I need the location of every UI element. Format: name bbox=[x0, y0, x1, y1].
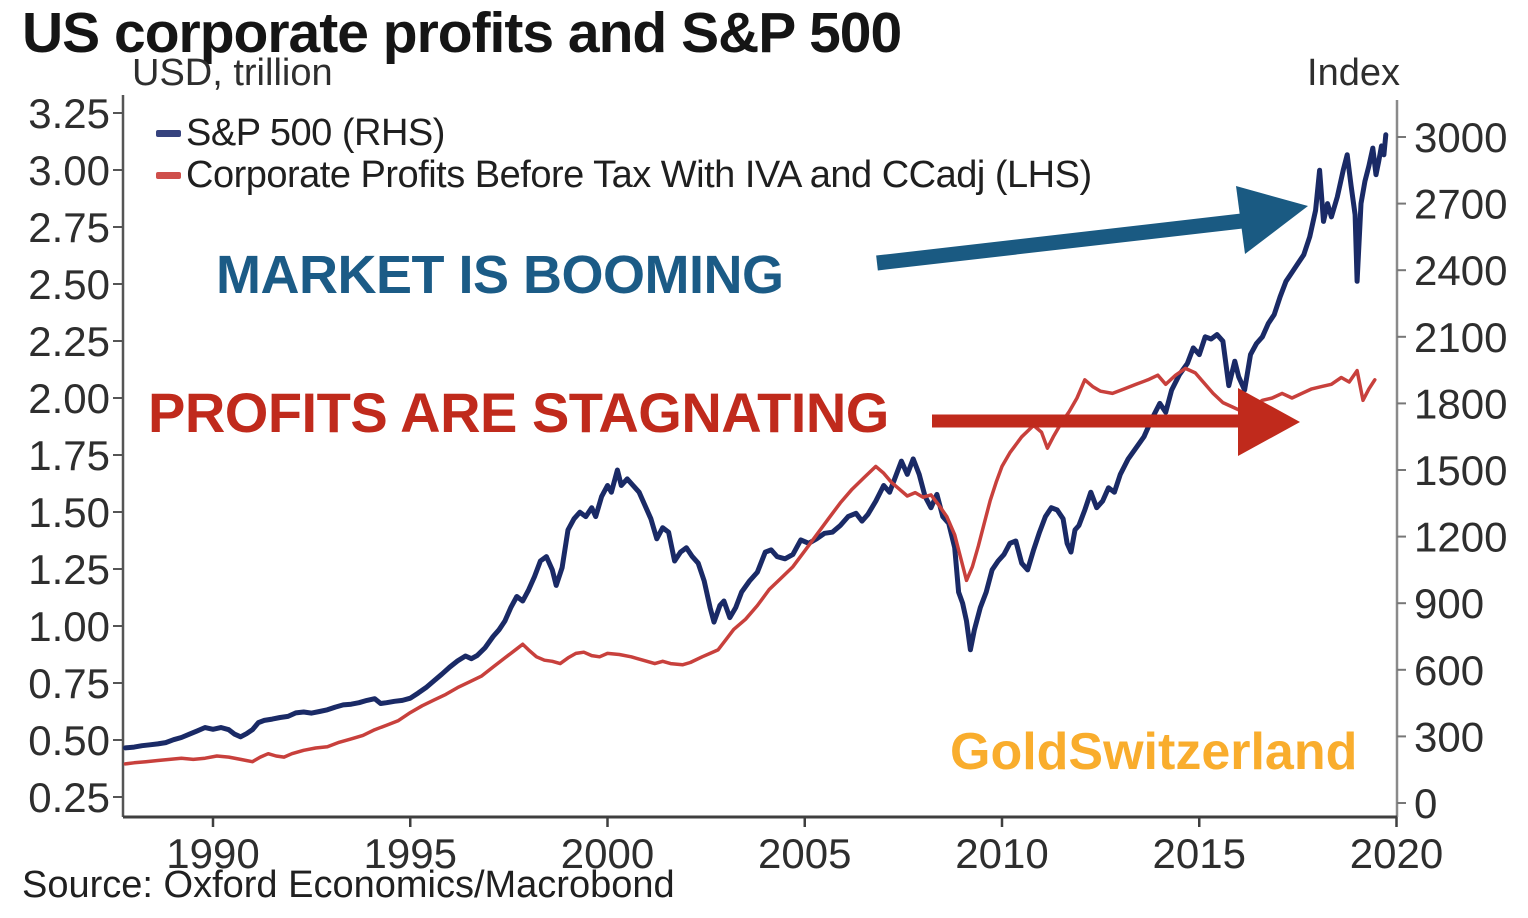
left-axis-tick-label: 1.25 bbox=[28, 546, 110, 593]
profits-legend-label: Corporate Profits Before Tax With IVA an… bbox=[186, 153, 1092, 196]
sp500-legend-label: S&P 500 (RHS) bbox=[186, 111, 445, 154]
left-axis-tick-label: 1.75 bbox=[28, 432, 110, 479]
x-axis-tick-label: 1995 bbox=[364, 830, 457, 877]
left-axis-tick-label: 2.50 bbox=[28, 261, 110, 308]
x-axis-tick-label: 2010 bbox=[955, 830, 1048, 877]
profits-stagnating-arrow-head-icon bbox=[1238, 388, 1300, 456]
left-axis-tick-label: 0.25 bbox=[28, 774, 110, 821]
right-axis-tick-label: 600 bbox=[1414, 647, 1484, 694]
page-title: US corporate profits and S&P 500 bbox=[22, 1, 902, 65]
sp500-legend-dash-icon bbox=[156, 129, 181, 137]
left-axis-tick-label: 2.00 bbox=[28, 375, 110, 422]
right-axis-tick-label: 2700 bbox=[1414, 181, 1507, 228]
x-axis-tick-label: 2020 bbox=[1350, 830, 1443, 877]
left-axis-tick-label: 1.00 bbox=[28, 603, 110, 650]
x-axis-tick-label: 2005 bbox=[758, 830, 851, 877]
right-axis-tick-label: 2100 bbox=[1414, 314, 1507, 361]
annotation-profits-stagnating: PROFITS ARE STAGNATING bbox=[148, 381, 889, 444]
left-axis-tick-label: 0.75 bbox=[28, 660, 110, 707]
legend: S&P 500 (RHS) Corporate Profits Before T… bbox=[156, 112, 1092, 196]
left-axis-tick-label: 3.00 bbox=[28, 147, 110, 194]
legend-item-sp500: S&P 500 (RHS) bbox=[156, 112, 1092, 154]
right-axis-tick-label: 300 bbox=[1414, 713, 1484, 760]
annotation-market-booming: MARKET IS BOOMING bbox=[216, 245, 784, 305]
x-axis-tick-label: 2000 bbox=[561, 830, 654, 877]
right-axis-tick-label: 900 bbox=[1414, 580, 1484, 627]
market-booming-arrow-head-icon bbox=[1236, 186, 1308, 254]
right-axis-tick-label: 1200 bbox=[1414, 514, 1507, 561]
left-axis-tick-label: 0.50 bbox=[28, 717, 110, 764]
left-axis-tick-label: 1.50 bbox=[28, 489, 110, 536]
profits-legend-dash-icon bbox=[156, 171, 181, 179]
left-axis-tick-label: 2.75 bbox=[28, 204, 110, 251]
right-axis-tick-label: 3000 bbox=[1414, 114, 1507, 161]
left-axis-tick-label: 2.25 bbox=[28, 318, 110, 365]
right-axis-tick-label: 0 bbox=[1414, 780, 1437, 827]
x-axis-tick-label: 1990 bbox=[166, 830, 259, 877]
right-axis-title: Index bbox=[1307, 52, 1400, 94]
left-axis-tick-label: 3.25 bbox=[28, 90, 110, 137]
left-axis-title: USD, trillion bbox=[132, 52, 333, 94]
market-booming-arrow-shaft bbox=[876, 213, 1243, 271]
source-note: Source: Oxford Economics/Macrobond bbox=[22, 864, 675, 906]
right-axis-tick-label: 2400 bbox=[1414, 247, 1507, 294]
x-axis-tick-label: 2015 bbox=[1153, 830, 1246, 877]
right-axis-tick-label: 1800 bbox=[1414, 380, 1507, 427]
right-axis-tick-label: 1500 bbox=[1414, 447, 1507, 494]
legend-item-profits: Corporate Profits Before Tax With IVA an… bbox=[156, 154, 1092, 196]
watermark-goldswitzerland: GoldSwitzerland bbox=[950, 723, 1358, 781]
profits-line bbox=[123, 366, 1377, 766]
